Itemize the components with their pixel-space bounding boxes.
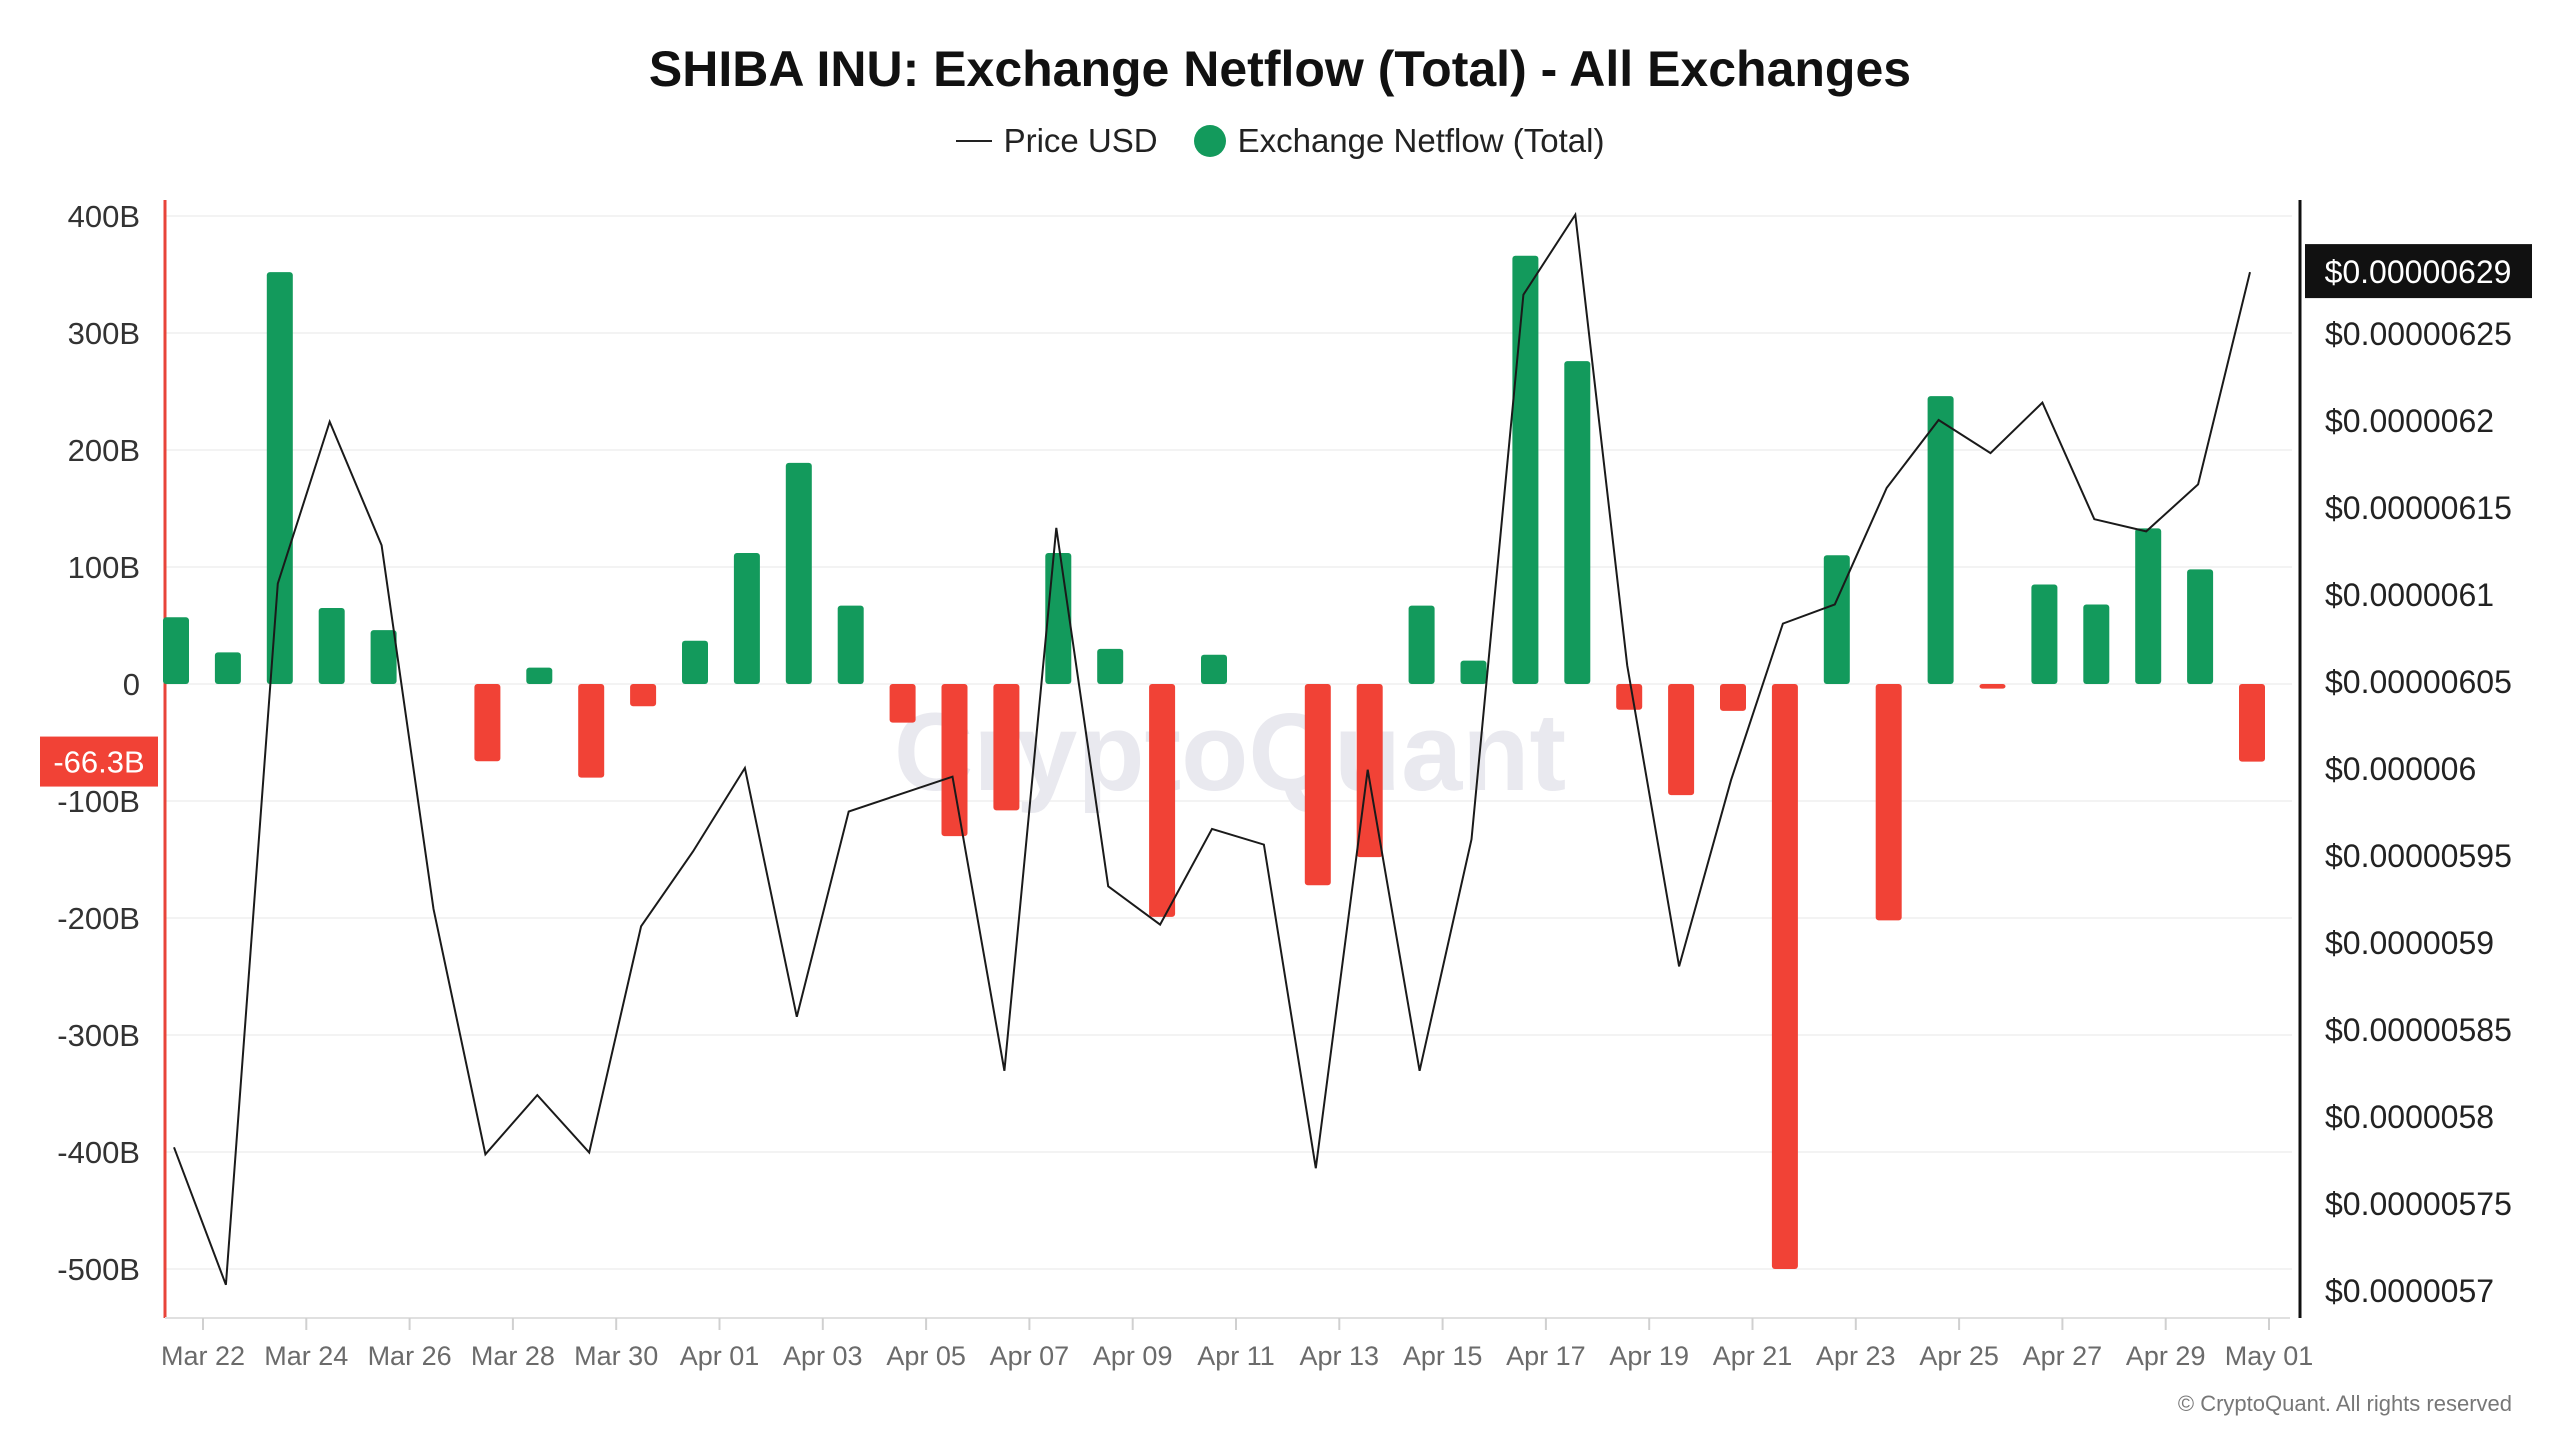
x-tick-label: Apr 17 (1506, 1341, 1586, 1371)
netflow-bar (837, 605, 864, 684)
x-tick-label: Apr 07 (990, 1341, 1070, 1371)
x-tick-label: May 01 (2225, 1341, 2314, 1371)
x-tick-label: Mar 22 (161, 1341, 245, 1371)
netflow-bar (474, 684, 501, 762)
netflow-bar (1045, 552, 1072, 684)
y2-tick-label: $0.00000595 (2325, 838, 2512, 874)
y2-tick-label: $0.0000059 (2325, 925, 2494, 961)
price-line (173, 211, 2251, 1286)
y-tick-label: -100B (57, 784, 140, 819)
y-tick-label: 0 (123, 667, 140, 702)
netflow-bar (370, 630, 397, 684)
y2-tick-label: $0.0000057 (2325, 1273, 2494, 1309)
netflow-bar (214, 652, 241, 684)
y2-tick-label: $0.0000058 (2325, 1099, 2494, 1135)
netflow-bar (1668, 684, 1695, 796)
netflow-bar (578, 684, 605, 778)
x-tick-label: Apr 21 (1713, 1341, 1793, 1371)
netflow-bar (1875, 684, 1902, 921)
netflow-bar (2083, 604, 2110, 684)
chart-title: SHIBA INU: Exchange Netflow (Total) - Al… (648, 41, 1912, 97)
netflow-bar (2135, 528, 2162, 684)
x-tick-label: Apr 15 (1403, 1341, 1483, 1371)
netflow-bar (1720, 684, 1746, 711)
y2-tick-label: $0.00000605 (2325, 664, 2512, 700)
netflow-bar (163, 617, 189, 684)
netflow-bar (1564, 361, 1591, 684)
netflow-bar (1149, 684, 1176, 917)
x-tick-label: Apr 01 (680, 1341, 760, 1371)
netflow-bar (1408, 605, 1435, 684)
netflow-bar (1616, 684, 1643, 710)
netflow-bar (993, 684, 1020, 811)
x-tick-label: Apr 23 (1816, 1341, 1896, 1371)
x-tick-label: Apr 27 (2023, 1341, 2103, 1371)
y2-tick-label: $0.00000585 (2325, 1012, 2512, 1048)
netflow-bar (2239, 684, 2265, 762)
netflow-bar (1097, 648, 1124, 684)
y2-tick-label: $0.0000062 (2325, 403, 2494, 439)
netflow-bar (2187, 569, 2214, 684)
current-netflow-label: -66.3B (53, 745, 144, 780)
netflow-bar (1512, 255, 1539, 684)
y-tick-label: -500B (57, 1252, 140, 1287)
y-tick-label: 400B (68, 199, 140, 234)
current-price-label: $0.00000629 (2325, 254, 2512, 290)
netflow-bar (1460, 660, 1487, 684)
y-tick-label: 200B (68, 433, 140, 468)
netflow-bar (1823, 555, 1850, 684)
netflow-bar (318, 607, 345, 684)
legend-label-netflow: Exchange Netflow (Total) (1237, 122, 1605, 159)
netflow-bar (1979, 684, 2006, 689)
current-price-badge (2305, 244, 2532, 299)
y-tick-label: -400B (57, 1135, 140, 1170)
x-tick-label: Apr 09 (1093, 1341, 1173, 1371)
netflow-bar (941, 684, 968, 837)
y2-tick-label: $0.0000061 (2325, 577, 2494, 613)
legend-label-price: Price USD (1003, 122, 1158, 159)
line-swatch-icon (955, 140, 992, 142)
x-tick-label: Mar 26 (368, 1341, 452, 1371)
netflow-bar (1201, 654, 1227, 684)
netflow-bar (526, 667, 553, 684)
netflow-bar (2031, 584, 2058, 684)
y2-tick-label: $0.00000615 (2325, 490, 2512, 526)
netflow-bar (889, 684, 916, 723)
y-tick-label: 100B (68, 550, 140, 585)
netflow-bar (682, 640, 708, 684)
x-tick-label: Apr 05 (886, 1341, 966, 1371)
y2-tick-label: $0.00000625 (2325, 316, 2512, 352)
y2-tick-label: $0.00000575 (2325, 1186, 2512, 1222)
copyright-footer: © CryptoQuant. All rights reserved (2177, 1391, 2512, 1416)
netflow-bar (266, 272, 293, 684)
current-netflow-badge (40, 736, 158, 787)
y-tick-label: -200B (57, 901, 140, 936)
x-tick-label: Apr 25 (1919, 1341, 1999, 1371)
netflow-bar (630, 684, 657, 707)
legend-item-netflow[interactable]: Exchange Netflow (Total) (1193, 122, 1605, 160)
x-tick-label: Apr 03 (783, 1341, 863, 1371)
y2-tick-label: $0.000006 (2325, 751, 2476, 787)
netflow-bar (733, 552, 760, 684)
x-tick-label: Apr 19 (1609, 1341, 1689, 1371)
y-tick-label: 300B (68, 316, 140, 351)
x-tick-label: Mar 28 (471, 1341, 555, 1371)
x-tick-label: Mar 24 (264, 1341, 348, 1371)
y-tick-label: -300B (57, 1018, 140, 1053)
x-tick-label: Apr 11 (1197, 1341, 1275, 1371)
netflow-bar (785, 462, 812, 684)
netflow-bar (1771, 684, 1798, 1269)
x-tick-label: Apr 13 (1300, 1341, 1380, 1371)
netflow-bar (1304, 684, 1331, 886)
legend-item-price[interactable]: Price USD (955, 122, 1158, 160)
x-tick-label: Apr 29 (2126, 1341, 2206, 1371)
chart-legend: Price USD Exchange Netflow (Total) (0, 122, 2560, 160)
x-tick-label: Mar 30 (574, 1341, 658, 1371)
circle-swatch-icon (1193, 125, 1226, 157)
netflow-bar (1927, 396, 1954, 684)
